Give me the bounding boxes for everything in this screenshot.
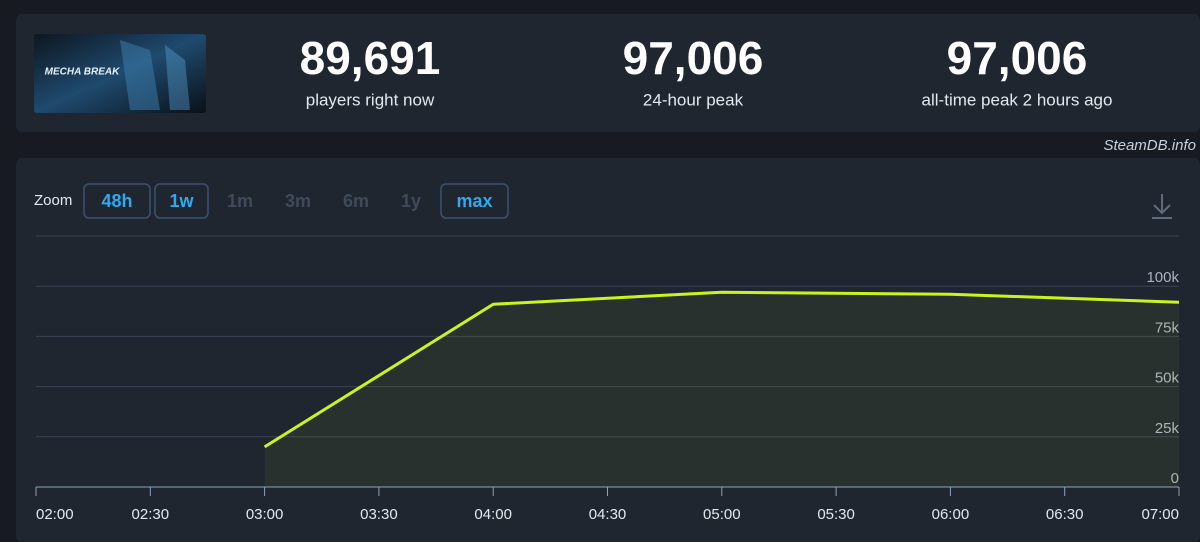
zoom-button[interactable] xyxy=(440,183,509,219)
y-tick-label: 50k xyxy=(1155,370,1180,387)
x-tick-label: 03:00 xyxy=(246,506,284,523)
x-tick-label: 02:30 xyxy=(132,506,170,523)
y-tick-label: 75k xyxy=(1155,319,1180,336)
stat-label: all-time peak 2 hours ago xyxy=(922,90,1113,109)
y-tick-label: 0 xyxy=(1171,470,1179,487)
stats-panel xyxy=(16,14,1200,132)
chart-panel xyxy=(16,158,1200,542)
stat-value: 97,006 xyxy=(947,32,1088,84)
stat-value: 89,691 xyxy=(300,32,441,84)
capsule-art xyxy=(165,45,190,110)
zoom-button[interactable] xyxy=(83,183,151,219)
zoom-option[interactable]: 48h xyxy=(101,191,132,211)
download-glyph xyxy=(1152,194,1172,219)
x-tick-label: 05:00 xyxy=(703,506,741,523)
capsule-art xyxy=(120,40,160,110)
zoom-option[interactable]: 1y xyxy=(401,191,421,211)
stat-label: 24-hour peak xyxy=(643,90,744,109)
x-tick-label: 02:00 xyxy=(36,506,74,523)
x-tick-label: 04:00 xyxy=(474,506,512,523)
logo-text: MECHA BREAK xyxy=(45,67,120,78)
stat-label: players right now xyxy=(306,90,435,109)
x-tick-label: 06:00 xyxy=(932,506,970,523)
zoom-option[interactable]: 6m xyxy=(343,191,369,211)
watermark: SteamDB.info xyxy=(1103,137,1196,154)
x-tick-label: 05:30 xyxy=(817,506,855,523)
stat-value: 97,006 xyxy=(623,32,764,84)
x-tick-label: 06:30 xyxy=(1046,506,1084,523)
zoom-option[interactable]: 3m xyxy=(285,191,311,211)
zoom-option[interactable]: max xyxy=(456,191,492,211)
zoom-label: Zoom xyxy=(34,192,72,209)
zoom-option[interactable]: 1m xyxy=(227,191,253,211)
x-tick-label: 03:30 xyxy=(360,506,398,523)
area xyxy=(264,292,1180,487)
x-tick-label: 04:30 xyxy=(589,506,627,523)
y-tick-label: 100k xyxy=(1146,269,1179,286)
line xyxy=(263,290,1180,449)
game-capsule xyxy=(34,34,206,113)
zoom-button[interactable] xyxy=(154,183,209,219)
y-tick-label: 25k xyxy=(1155,420,1180,437)
zoom-option[interactable]: 1w xyxy=(169,191,194,211)
x-tick-label: 07:00 xyxy=(1141,506,1179,523)
download-icon[interactable] xyxy=(1152,194,1172,219)
